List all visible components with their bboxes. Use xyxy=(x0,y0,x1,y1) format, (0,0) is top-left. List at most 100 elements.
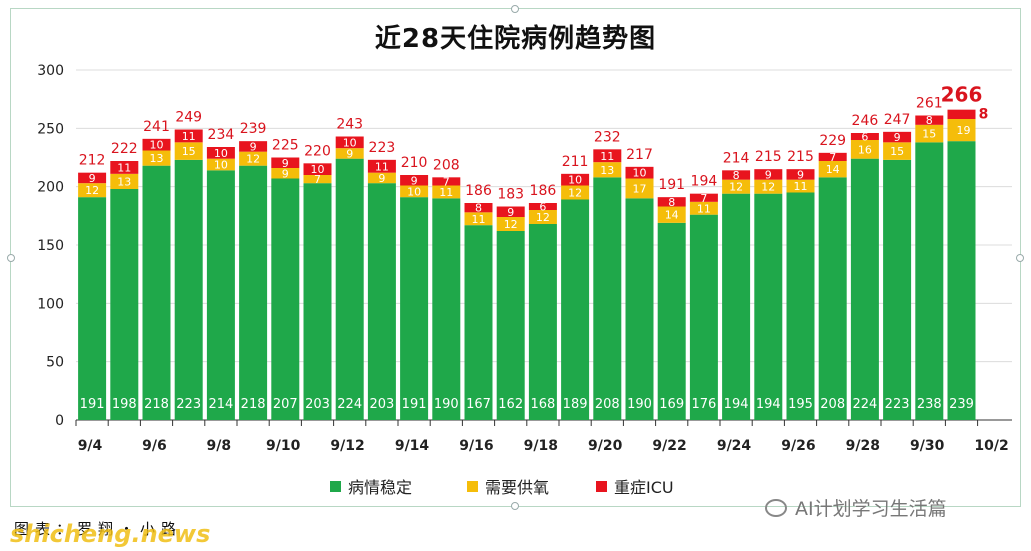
total-label: 246 xyxy=(852,113,879,129)
bar-segment xyxy=(78,197,107,420)
bar-segment xyxy=(367,159,396,173)
data-label: 7 xyxy=(829,151,836,164)
bar-segment xyxy=(239,165,268,420)
data-label: 9 xyxy=(507,206,514,219)
resize-handle-top[interactable] xyxy=(511,5,519,13)
resize-handle-left[interactable] xyxy=(7,254,15,262)
x-tick-label: 9/20 xyxy=(588,438,623,454)
bar-segment xyxy=(432,185,461,199)
bar-segment xyxy=(110,173,139,189)
watermark: AI计划学习生活篇 xyxy=(765,494,947,521)
bar-segment xyxy=(78,183,107,198)
data-label: 6 xyxy=(539,201,546,214)
total-label: 191 xyxy=(658,177,685,193)
data-label: 9 xyxy=(89,172,96,185)
bar-segment xyxy=(400,185,429,198)
total-label: 217 xyxy=(626,147,653,163)
data-label: 162 xyxy=(498,397,523,412)
bar-segment xyxy=(850,133,879,140)
data-label: 9 xyxy=(797,168,804,181)
data-label: 7 xyxy=(443,175,450,188)
legend-oxygen: 需要供氧 xyxy=(467,474,549,498)
credit-text: 图表：罗翔・小路 xyxy=(14,520,183,538)
data-label: 10 xyxy=(150,139,164,152)
data-label: 168 xyxy=(530,397,555,412)
legend-swatch-icu xyxy=(596,480,607,492)
data-label: 239 xyxy=(949,397,974,412)
data-label: 214 xyxy=(208,397,233,412)
chart-title: 近28天住院病例趋势图 xyxy=(374,24,657,54)
data-label: 9 xyxy=(346,147,353,160)
data-label: 176 xyxy=(691,397,716,412)
data-label: 190 xyxy=(434,397,459,412)
bar-segment xyxy=(625,198,654,420)
total-label: 243 xyxy=(336,117,363,133)
bar-segment xyxy=(657,197,686,207)
total-label: 212 xyxy=(79,153,106,169)
x-tick-label: 9/26 xyxy=(781,438,815,454)
wechat-icon xyxy=(765,498,787,517)
x-tick-label: 9/4 xyxy=(78,438,103,454)
data-label: 8 xyxy=(926,114,933,127)
bar-segment xyxy=(561,199,590,420)
legend-icu: 重症ICU xyxy=(596,474,674,498)
data-label: 12 xyxy=(85,184,99,197)
bar-segment xyxy=(883,159,912,421)
resize-handle-bottom[interactable] xyxy=(511,502,519,510)
site-watermark: shicheng.news xyxy=(10,520,211,548)
data-label: 9 xyxy=(250,140,257,153)
y-tick-label: 300 xyxy=(37,63,64,79)
data-label: 218 xyxy=(144,397,169,412)
resize-handle-right[interactable] xyxy=(1016,254,1024,262)
bar-segment xyxy=(915,115,944,125)
data-label: 11 xyxy=(375,160,389,173)
bar-segment xyxy=(367,183,396,420)
total-label: 183 xyxy=(497,187,524,203)
bar-segment xyxy=(303,175,332,184)
x-tick-label: 9/6 xyxy=(142,438,167,454)
bar-segment xyxy=(335,158,364,420)
data-label: 12 xyxy=(504,218,518,231)
data-label: 9 xyxy=(411,174,418,187)
x-tick-label: 10/2 xyxy=(974,438,1008,454)
data-label: 10 xyxy=(214,147,228,160)
total-label: 215 xyxy=(755,149,782,165)
bar-segment xyxy=(593,177,622,420)
total-label: 239 xyxy=(240,121,267,137)
legend-label-icu: 重症ICU xyxy=(614,478,674,497)
bar-segment xyxy=(786,179,815,193)
data-label: 15 xyxy=(182,145,196,158)
y-tick-label: 150 xyxy=(37,238,64,254)
x-tick-label: 9/8 xyxy=(206,438,231,454)
x-tick-label: 9/28 xyxy=(846,438,880,454)
bar-segment xyxy=(400,197,429,420)
data-label: 11 xyxy=(794,180,808,193)
total-label: 210 xyxy=(401,155,428,171)
bar-segment xyxy=(464,203,493,213)
data-label: 16 xyxy=(858,143,872,156)
data-label: 8 xyxy=(475,202,482,215)
legend-swatch-stable xyxy=(330,480,341,492)
data-label: 8 xyxy=(668,196,675,209)
total-label: 220 xyxy=(304,143,331,159)
bar-segment xyxy=(754,179,783,194)
data-label: 203 xyxy=(305,397,330,412)
data-label: 218 xyxy=(241,397,266,412)
bar-segment xyxy=(561,185,590,200)
x-tick-label: 9/12 xyxy=(330,438,364,454)
data-label: 238 xyxy=(917,397,942,412)
data-label: 195 xyxy=(788,397,813,412)
bar-segment xyxy=(110,189,139,420)
data-label: 15 xyxy=(890,145,904,158)
bar-segment xyxy=(625,166,654,179)
y-tick-label: 0 xyxy=(55,413,64,429)
bar-segment xyxy=(303,183,332,420)
data-label: 8 xyxy=(733,169,740,182)
data-label: 11 xyxy=(117,161,131,174)
x-tick-label: 9/18 xyxy=(524,438,558,454)
bar-segment xyxy=(400,175,429,186)
bar-segment xyxy=(206,158,235,171)
bar-segment xyxy=(947,141,976,420)
data-label: 10 xyxy=(311,163,325,176)
